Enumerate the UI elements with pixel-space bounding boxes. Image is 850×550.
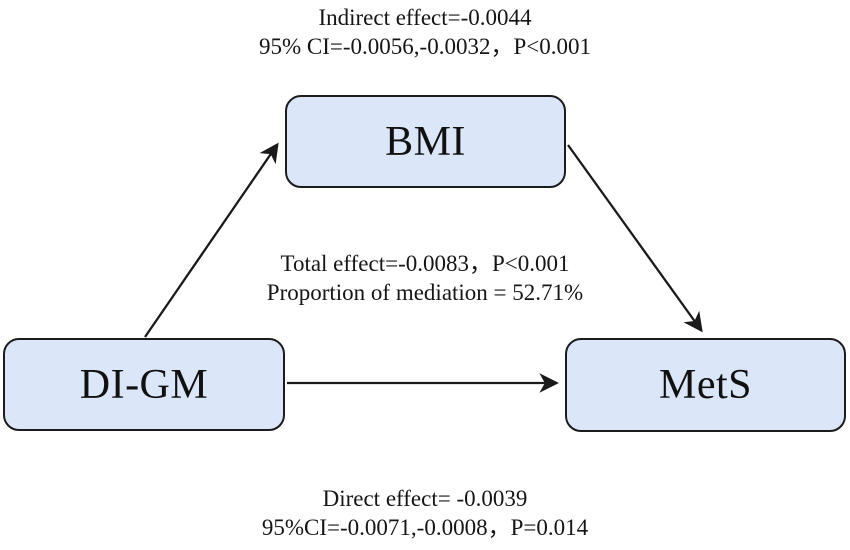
node-bmi: BMI: [285, 95, 566, 188]
direct-effect-line1: Direct effect= -0.0039: [322, 486, 528, 511]
total-effect-line2: Proportion of mediation = 52.71%: [266, 280, 584, 305]
node-digm: DI-GM: [3, 338, 285, 431]
node-bmi-label: BMI: [385, 118, 466, 165]
direct-effect-annotation: Direct effect= -0.0039 95%CI=-0.0071,-0.…: [0, 484, 850, 542]
direct-effect-line2: 95%CI=-0.0071,-0.0008，P=0.014: [261, 515, 589, 540]
indirect-effect-annotation: Indirect effect=-0.0044 95% CI=-0.0056,-…: [0, 3, 850, 61]
indirect-effect-line2: 95% CI=-0.0056,-0.0032，P<0.001: [259, 34, 591, 59]
node-digm-label: DI-GM: [79, 361, 209, 408]
total-effect-line1: Total effect=-0.0083，P<0.001: [280, 251, 570, 276]
node-mets-label: MetS: [658, 362, 752, 408]
indirect-effect-line1: Indirect effect=-0.0044: [318, 5, 532, 30]
node-mets: MetS: [565, 338, 846, 432]
total-effect-annotation: Total effect=-0.0083，P<0.001 Proportion …: [0, 249, 850, 307]
arrow-digm-to-bmi: [144, 142, 279, 338]
